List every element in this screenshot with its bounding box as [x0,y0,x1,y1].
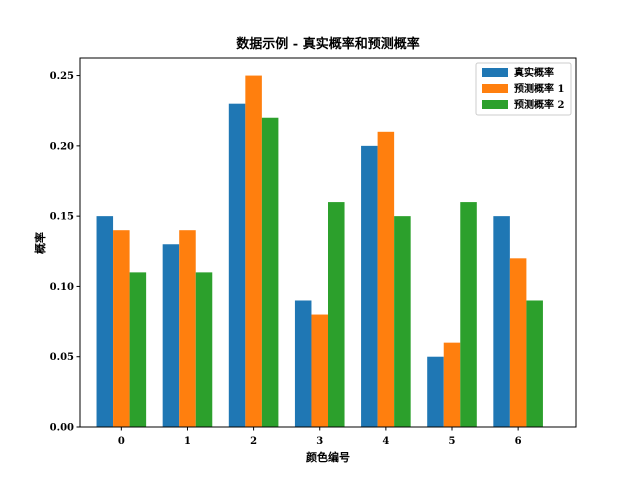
bar-series-1-cat-6 [509,258,527,427]
bar-series-0-cat-4 [361,145,378,427]
y-tick-label: 0.10 [50,282,74,293]
x-axis-label: 颜色编号 [306,450,350,464]
bar-series-0-cat-0 [96,216,114,427]
plot-frame [79,57,577,428]
y-axis-ticks: 0.00 0.05 0.10 0.15 0.20 0.25 [50,71,80,434]
bar-series-0-cat-6 [493,216,510,427]
bar-series-2-cat-3 [328,202,345,427]
bars-group [96,75,543,428]
x-tick-label: 4 [382,436,389,447]
chart-title: 数据示例 - 真实概率和预测概率 [236,36,419,52]
bar-series-2-cat-4 [394,216,411,427]
legend-label-1: 预测概率 1 [514,82,564,95]
bar-series-1-cat-0 [113,230,130,427]
bar-series-0-cat-1 [162,244,180,427]
y-tick-label: 0.20 [50,141,74,152]
bar-series-2-cat-5 [460,202,477,427]
bar-series-1-cat-4 [377,131,395,428]
x-tick-label: 2 [250,436,257,447]
bar-series-2-cat-2 [261,117,279,427]
x-tick-label: 1 [184,436,191,447]
x-tick-label: 6 [515,436,522,447]
legend-swatch-1 [482,84,508,93]
y-tick-label: 0.05 [50,352,74,363]
y-axis-label: 概率 [33,232,47,254]
x-tick-label: 5 [449,436,456,447]
x-tick-label: 3 [316,436,323,447]
bar-series-1-cat-1 [179,230,196,427]
bar-series-2-cat-6 [526,300,543,427]
legend-label-0: 真实概率 [514,66,554,79]
bar-series-1-cat-5 [443,342,461,427]
bar-series-1-cat-2 [245,75,262,428]
legend-label-2: 预测概率 2 [514,98,564,111]
bar-series-0-cat-2 [228,103,246,427]
y-tick-label: 0.15 [50,212,74,223]
legend-swatch-0 [482,68,508,77]
x-axis-ticks: 0 1 2 3 4 5 6 [118,427,522,447]
bar-series-2-cat-1 [195,272,213,427]
bar-series-1-cat-3 [311,314,328,427]
legend-swatch-2 [482,100,508,109]
bar-series-0-cat-5 [427,356,444,427]
y-tick-label: 0.25 [50,71,74,82]
y-tick-label: 0.00 [50,423,74,434]
bar-series-2-cat-0 [129,272,147,427]
bar-series-0-cat-3 [294,300,312,427]
x-tick-label: 0 [118,436,125,447]
